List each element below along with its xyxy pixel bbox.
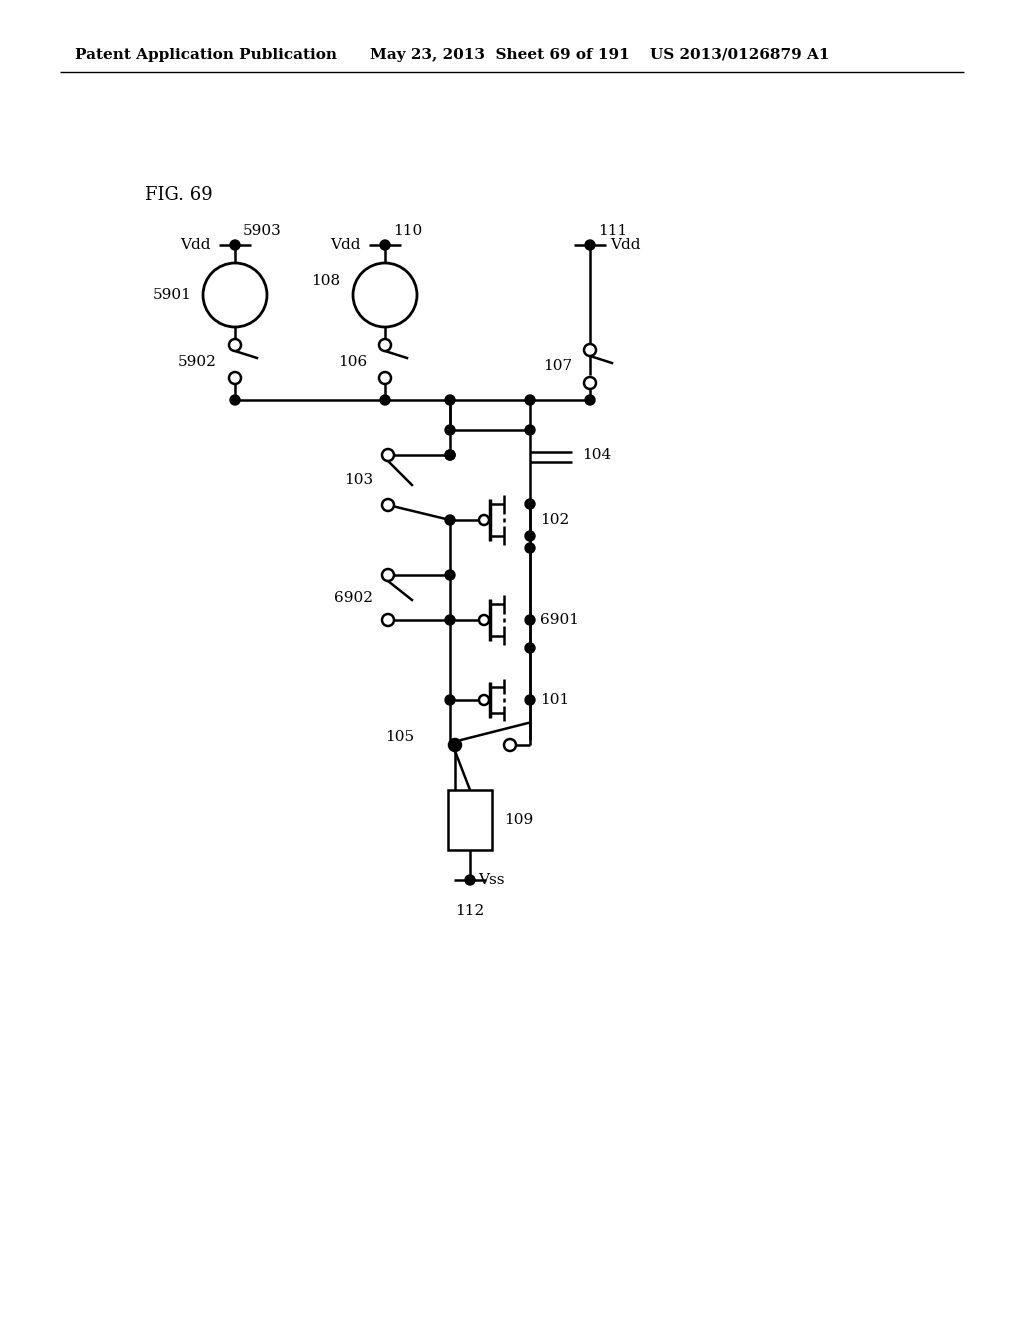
Circle shape bbox=[379, 339, 391, 351]
Circle shape bbox=[504, 739, 516, 751]
Text: 103: 103 bbox=[344, 473, 373, 487]
Circle shape bbox=[353, 263, 417, 327]
Text: 107: 107 bbox=[543, 359, 572, 374]
Circle shape bbox=[585, 395, 595, 405]
Circle shape bbox=[450, 741, 460, 750]
Circle shape bbox=[465, 875, 475, 884]
Circle shape bbox=[380, 395, 390, 405]
Circle shape bbox=[585, 240, 595, 249]
Circle shape bbox=[584, 378, 596, 389]
Bar bbox=[449, 789, 492, 850]
Text: Vdd: Vdd bbox=[330, 238, 360, 252]
Circle shape bbox=[445, 515, 455, 525]
Circle shape bbox=[525, 543, 535, 553]
Circle shape bbox=[445, 570, 455, 579]
Circle shape bbox=[379, 372, 391, 384]
Circle shape bbox=[382, 449, 394, 461]
Circle shape bbox=[445, 450, 455, 459]
Circle shape bbox=[479, 615, 489, 624]
Circle shape bbox=[584, 345, 596, 356]
Text: 109: 109 bbox=[504, 813, 534, 828]
Text: 5903: 5903 bbox=[243, 224, 282, 238]
Circle shape bbox=[382, 499, 394, 511]
Text: 104: 104 bbox=[582, 447, 611, 462]
Circle shape bbox=[380, 240, 390, 249]
Circle shape bbox=[525, 395, 535, 405]
Circle shape bbox=[445, 450, 455, 459]
Text: 105: 105 bbox=[385, 730, 414, 744]
Circle shape bbox=[229, 339, 241, 351]
Circle shape bbox=[445, 395, 455, 405]
Text: FIG. 69: FIG. 69 bbox=[145, 186, 213, 205]
Text: 111: 111 bbox=[598, 224, 628, 238]
Text: US 2013/0126879 A1: US 2013/0126879 A1 bbox=[650, 48, 829, 62]
Circle shape bbox=[525, 499, 535, 510]
Circle shape bbox=[479, 696, 489, 705]
Text: 106: 106 bbox=[338, 355, 367, 368]
Circle shape bbox=[525, 531, 535, 541]
Text: Vdd: Vdd bbox=[180, 238, 211, 252]
Text: Vss: Vss bbox=[478, 873, 505, 887]
Circle shape bbox=[230, 240, 240, 249]
Text: 101: 101 bbox=[540, 693, 569, 708]
Circle shape bbox=[230, 395, 240, 405]
Circle shape bbox=[450, 741, 460, 750]
Circle shape bbox=[445, 615, 455, 624]
Circle shape bbox=[382, 569, 394, 581]
Circle shape bbox=[445, 696, 455, 705]
Circle shape bbox=[525, 696, 535, 705]
Text: 110: 110 bbox=[393, 224, 422, 238]
Circle shape bbox=[229, 372, 241, 384]
Circle shape bbox=[449, 739, 461, 751]
Text: 112: 112 bbox=[456, 904, 484, 917]
Circle shape bbox=[382, 614, 394, 626]
Text: 5901: 5901 bbox=[153, 288, 191, 302]
Circle shape bbox=[525, 615, 535, 624]
Text: 6902: 6902 bbox=[334, 590, 373, 605]
Circle shape bbox=[525, 643, 535, 653]
Text: 5902: 5902 bbox=[178, 355, 217, 368]
Text: 108: 108 bbox=[311, 275, 340, 288]
Text: Patent Application Publication: Patent Application Publication bbox=[75, 48, 337, 62]
Text: Vdd: Vdd bbox=[610, 238, 640, 252]
Text: May 23, 2013  Sheet 69 of 191: May 23, 2013 Sheet 69 of 191 bbox=[370, 48, 630, 62]
Circle shape bbox=[445, 425, 455, 436]
Circle shape bbox=[479, 515, 489, 525]
Text: 6901: 6901 bbox=[540, 612, 579, 627]
Text: 102: 102 bbox=[540, 513, 569, 527]
Circle shape bbox=[203, 263, 267, 327]
Circle shape bbox=[525, 425, 535, 436]
